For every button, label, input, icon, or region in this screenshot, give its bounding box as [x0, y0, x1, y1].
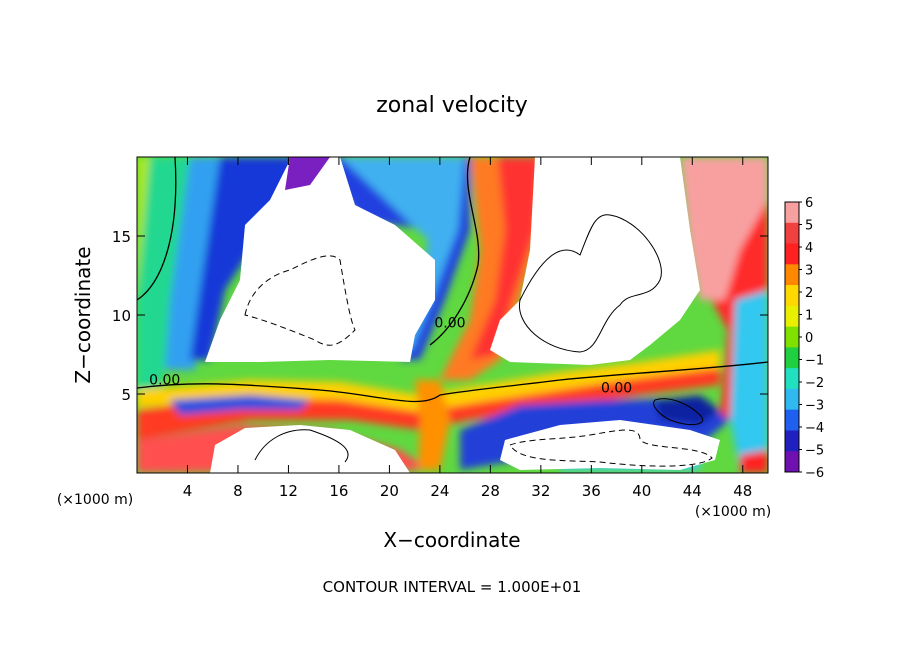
colorbar-label: 4 [805, 241, 813, 256]
colorbar-swatch [785, 202, 799, 224]
colorbar-swatch [785, 222, 799, 245]
colorbar-swatch [785, 264, 799, 286]
contour-interval-note: CONTOUR INTERVAL = 1.000E+01 [323, 578, 582, 596]
colorbar-swatch [785, 451, 799, 473]
x-tick-label: 16 [329, 482, 348, 500]
colorbar-label: 0 [805, 331, 813, 346]
plot-area [137, 157, 768, 473]
chart-title: zonal velocity [376, 93, 528, 118]
x-tick-label: 32 [531, 482, 550, 500]
colorbar-swatch [785, 243, 799, 265]
y-tick-label: 10 [112, 307, 131, 325]
contour-label: 0.00 [149, 373, 180, 389]
colorbar-swatch [785, 430, 799, 452]
y-tick-label: 5 [121, 386, 131, 404]
colorbar-label: −3 [805, 399, 824, 414]
colorbar-swatch [785, 409, 799, 431]
colorbar-swatch [785, 368, 799, 390]
x-tick-label: 12 [279, 482, 298, 500]
contour-labels: 0.00 0.00 0.00 [149, 316, 632, 397]
x-unit-left: (×1000 m) [57, 492, 133, 508]
colorbar-swatch [785, 305, 799, 328]
y-axis-label: Z−coordinate [71, 246, 95, 383]
x-tick-label: 40 [632, 482, 651, 500]
x-tick-label: 48 [733, 482, 752, 500]
colorbar-swatch [785, 347, 799, 369]
colorbar-label: −2 [805, 376, 824, 391]
contour-label: 0.00 [601, 380, 632, 396]
x-tick-label: 8 [233, 482, 243, 500]
colorbar-label: −1 [805, 354, 824, 369]
x-axis-label: X−coordinate [383, 528, 520, 552]
x-tick-label: 24 [430, 482, 449, 500]
colorbar-label: −5 [805, 444, 824, 459]
x-tick-label: 44 [683, 482, 702, 500]
colorbar-swatch [785, 285, 799, 307]
colorbar-label: −6 [805, 466, 824, 481]
colorbar-label: 1 [805, 309, 813, 324]
colorbar-swatch [785, 388, 799, 411]
colorbar-label: 3 [805, 264, 813, 279]
colorbar-label: 2 [805, 286, 813, 301]
colorbar-label: 6 [805, 196, 813, 211]
x-tick-label: 36 [582, 482, 601, 500]
y-tick-label: 15 [112, 228, 131, 246]
x-tick-label: 4 [183, 482, 193, 500]
colorbar-swatch [785, 326, 799, 348]
colorbar-label: 5 [805, 219, 813, 234]
colorbar: 6 5 4 3 2 1 0 −1 −2 −3 −4 −5 −6 [784, 196, 824, 481]
contour-label: 0.00 [434, 316, 465, 332]
x-tick-label: 20 [380, 482, 399, 500]
colorbar-label: −4 [805, 421, 824, 436]
y-axis: 5 10 15 [112, 228, 768, 404]
x-axis: 4 8 12 16 20 24 28 32 36 40 44 48 [183, 157, 752, 500]
x-unit-right: (×1000 m) [695, 504, 771, 520]
x-tick-label: 28 [481, 482, 500, 500]
